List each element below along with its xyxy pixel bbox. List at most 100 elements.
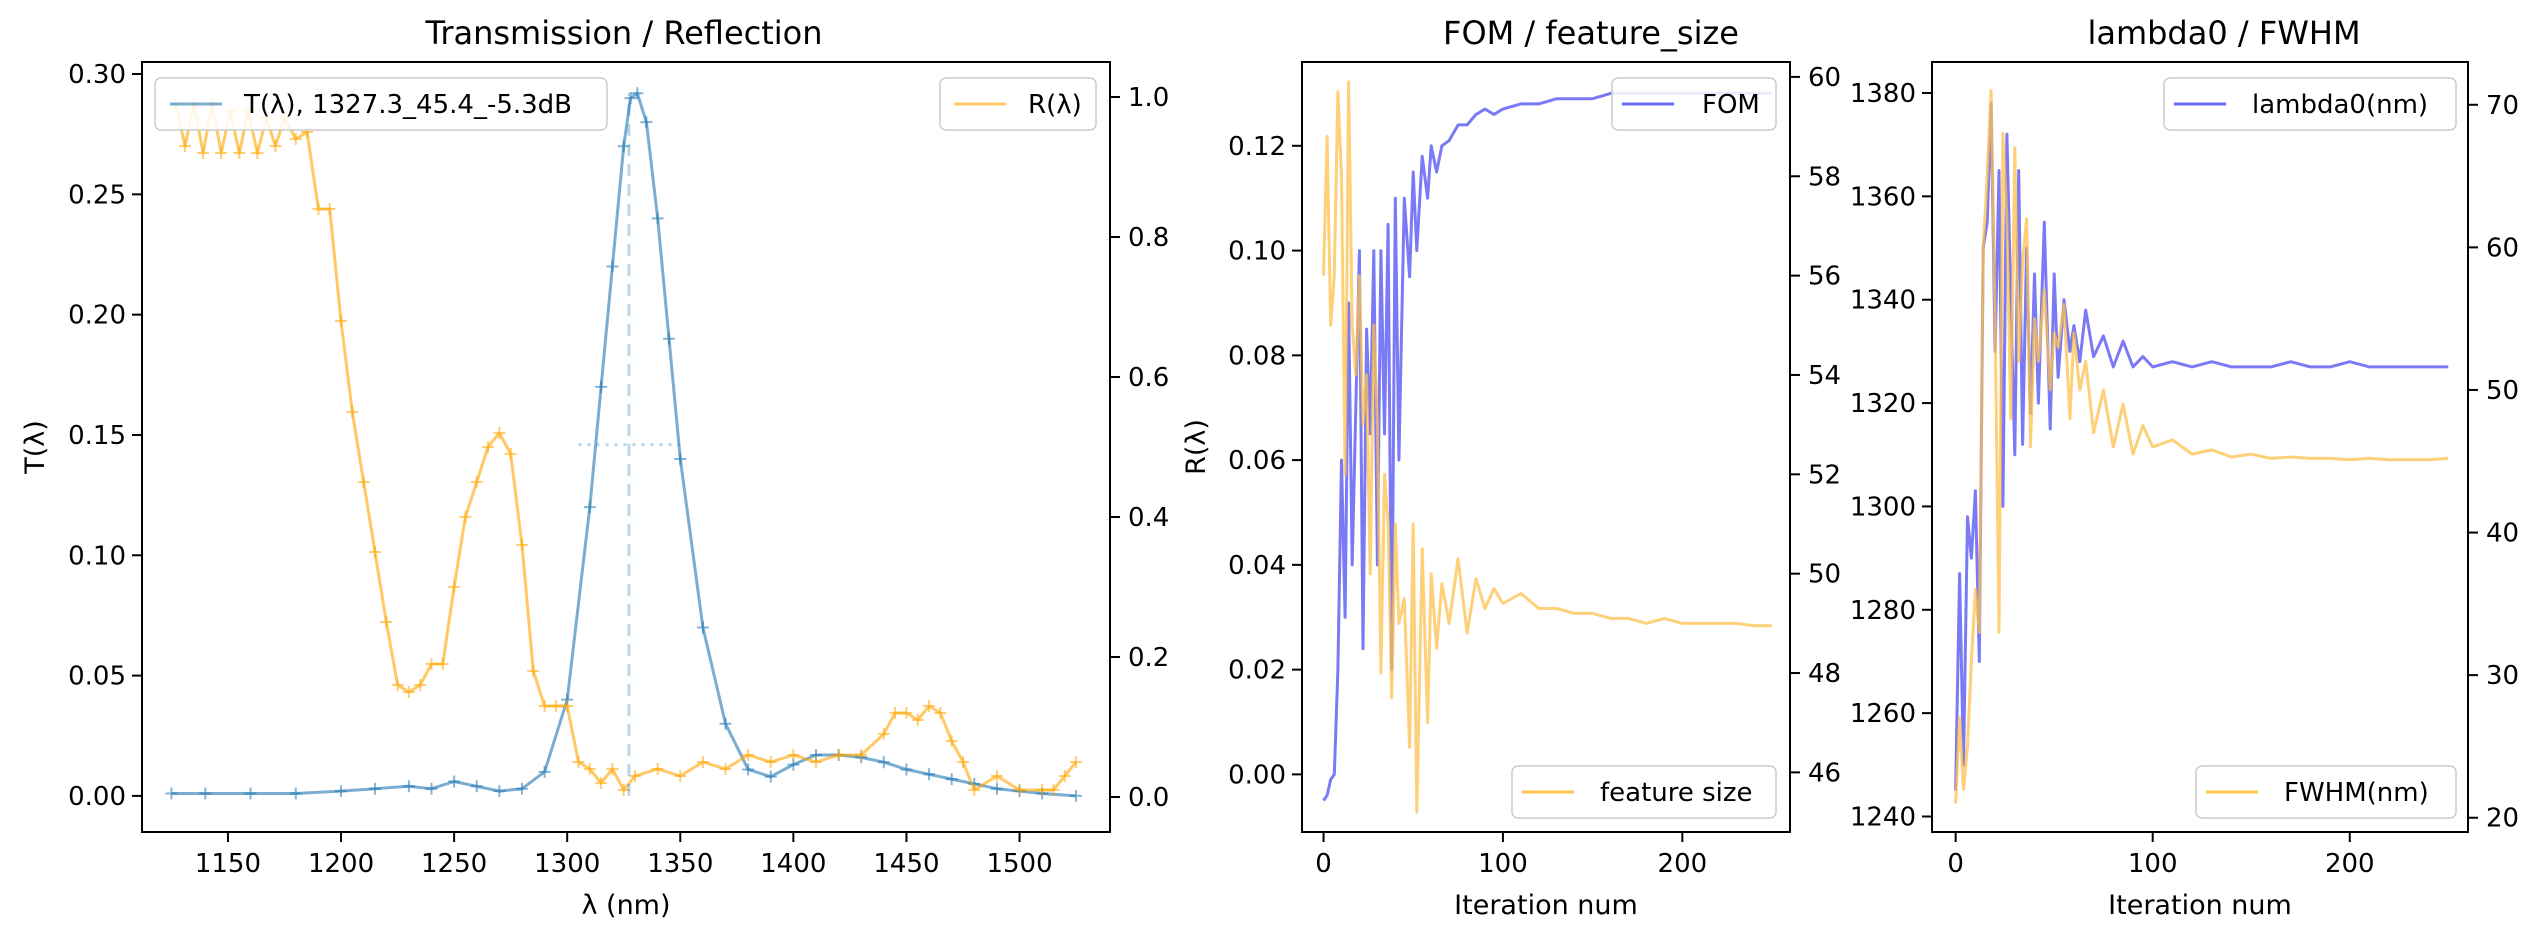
panel1-xlabel: λ (nm) <box>581 890 670 921</box>
data-point-marker <box>504 448 517 460</box>
data-point-marker <box>178 140 191 152</box>
y-tick-label: 0.00 <box>68 782 126 812</box>
y2-tick-label: 52 <box>1808 460 1841 490</box>
panel3-xlabel: Iteration num <box>2108 890 2292 921</box>
data-point-marker <box>742 763 755 776</box>
panel2-y-ticks: 0.00 0.02 0.04 0.06 0.08 0.10 0.12 <box>1228 132 1302 790</box>
panel1-plot-area <box>165 87 1083 802</box>
data-point-marker <box>651 212 664 225</box>
x-tick-label: 1450 <box>873 849 939 879</box>
panel3-frame <box>1931 61 2469 833</box>
x-tick-label: 1400 <box>760 849 826 879</box>
data-point-marker <box>1058 770 1071 782</box>
data-point-marker <box>269 140 282 152</box>
panel3-x-ticks: 0 100 200 <box>1947 832 2375 879</box>
y-tick-label: 0.05 <box>68 662 126 692</box>
series-line-feature size <box>1322 80 1773 814</box>
data-point-marker <box>651 763 664 775</box>
data-point-marker <box>629 770 642 782</box>
panel2-xlabel: Iteration num <box>1454 890 1638 921</box>
x-tick-label: 1150 <box>195 849 261 879</box>
data-point-marker <box>572 756 585 768</box>
data-point-marker <box>1070 789 1083 802</box>
data-point-marker <box>1013 784 1026 796</box>
data-point-marker <box>606 260 619 273</box>
y-tick-label: 1300 <box>1850 492 1916 522</box>
data-point-marker <box>583 501 596 514</box>
data-point-marker <box>595 380 608 393</box>
y-tick-label: 0.08 <box>1228 341 1286 371</box>
y2-tick-label: 50 <box>1808 560 1841 590</box>
data-point-marker <box>197 147 210 159</box>
y2-tick-label: 60 <box>2486 233 2519 263</box>
data-point-marker <box>719 717 732 730</box>
y-tick-label: 1340 <box>1850 286 1916 316</box>
data-point-marker <box>855 749 868 761</box>
y-tick-label: 0.10 <box>68 541 126 571</box>
y-tick-label: 0.25 <box>68 180 126 210</box>
data-point-marker <box>527 665 540 677</box>
data-point-marker <box>968 784 981 796</box>
panel3-y-ticks: 1240 1260 1280 1300 1320 1340 1360 1380 <box>1850 79 1932 832</box>
series-line-R(λ) <box>174 102 1078 792</box>
y2-tick-label: 0.2 <box>1128 643 1169 673</box>
data-point-marker <box>368 782 381 795</box>
data-point-marker <box>889 707 902 719</box>
data-point-marker <box>251 147 264 159</box>
data-point-marker <box>617 784 630 796</box>
y-tick-label: 1280 <box>1850 596 1916 626</box>
panel1-legend-left-box <box>154 77 608 131</box>
data-point-marker <box>425 782 438 795</box>
panel1-legend-right: R(λ) <box>939 77 1097 131</box>
y-tick-label: 1380 <box>1850 79 1916 109</box>
panel-fom-feature-size: FOM / feature_size 0 100 200 0.000.020.040… <box>1181 14 1841 921</box>
panel2-ylabel: R(λ) <box>1181 419 1212 475</box>
data-point-marker <box>696 756 709 768</box>
panel2-x-ticks: 0 100 200 <box>1315 832 1707 879</box>
y-tick-label: 0.10 <box>1228 237 1286 267</box>
y2-tick-label: 0.6 <box>1128 363 1169 393</box>
panel3-legend-label-lambda0: lambda0(nm) <box>2252 90 2428 120</box>
y-tick-label: 0.30 <box>68 60 126 90</box>
data-point-marker <box>1047 784 1060 796</box>
y2-tick-label: 50 <box>2486 376 2519 406</box>
data-point-marker <box>900 707 913 719</box>
y-tick-label: 1360 <box>1850 182 1916 212</box>
y-tick-label: 0.06 <box>1228 446 1286 476</box>
data-point-marker <box>470 476 483 488</box>
panel2-legend-feature: feature size <box>1511 765 1777 819</box>
data-point-marker <box>990 782 1003 795</box>
data-point-marker <box>414 679 427 691</box>
y2-tick-label: 0.0 <box>1128 783 1169 813</box>
data-point-marker <box>402 686 415 698</box>
panel2-title: FOM / feature_size <box>1443 14 1739 52</box>
panel2-legend-label-fom: FOM <box>1702 90 1760 120</box>
data-point-marker <box>923 700 936 712</box>
data-point-marker <box>631 87 644 100</box>
data-point-marker <box>493 785 506 798</box>
y2-tick-label: 60 <box>1808 63 1841 93</box>
data-point-marker <box>923 768 936 781</box>
y2-tick-label: 0.4 <box>1128 503 1169 533</box>
data-point-marker <box>515 539 528 551</box>
y-tick-label: 1260 <box>1850 699 1916 729</box>
panel1-legend-label-T: T(λ), 1327.3_45.4_-5.3dB <box>243 90 572 120</box>
data-point-marker <box>368 546 381 558</box>
data-point-marker <box>402 780 415 793</box>
panel1-title: Transmission / Reflection <box>424 14 822 52</box>
data-point-marker <box>877 728 890 740</box>
y2-tick-label: 30 <box>2486 661 2519 691</box>
x-tick-label: 0 <box>1947 849 1964 879</box>
data-point-marker <box>244 787 257 800</box>
x-tick-label: 100 <box>2128 849 2178 879</box>
panel-lambda0-fwhm: lambda0 / FWHM 0 100 200 12401260128013001… <box>1850 14 2519 921</box>
data-point-marker <box>945 773 958 786</box>
data-point-marker <box>561 700 574 712</box>
data-point-marker <box>617 140 630 153</box>
panel3-legend-fwhm-box <box>2195 765 2457 819</box>
data-point-marker <box>515 782 528 795</box>
data-point-marker <box>538 765 551 778</box>
data-point-marker <box>742 749 755 761</box>
panel3-plot-area <box>1954 89 2449 804</box>
